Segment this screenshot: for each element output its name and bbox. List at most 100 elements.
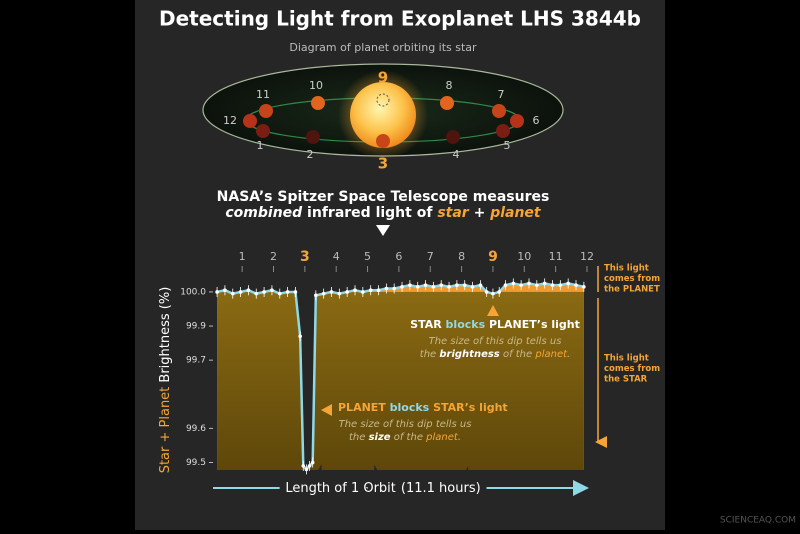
data-point: [238, 290, 243, 294]
x-tick-label: 1: [239, 250, 246, 263]
caption-part: +: [469, 205, 490, 221]
data-point: [484, 290, 489, 294]
annotation-part: STAR: [410, 318, 442, 331]
annotation-part: .: [567, 349, 570, 360]
data-point: [527, 281, 531, 286]
annotation-part: PLANET’s light: [489, 318, 580, 331]
x-tick-label: 6: [395, 250, 402, 263]
diagram-label: 2: [307, 148, 314, 161]
title: Detecting Light from Exoplanet LHS 3844b: [159, 7, 641, 31]
side-note: comes from: [604, 364, 660, 374]
y-tick-label: 99.7: [186, 356, 206, 366]
data-point: [277, 291, 282, 296]
data-point: [447, 285, 451, 289]
data-point: [439, 283, 444, 287]
annotation-text: The size of this dip tells us: [339, 419, 472, 430]
data-point: [293, 290, 298, 294]
data-point: [519, 283, 523, 287]
star-light-area: [217, 291, 584, 470]
diagram-label: 3: [378, 155, 388, 173]
data-point: [574, 283, 578, 287]
diagram-label: 6: [533, 114, 540, 127]
data-point: [462, 283, 467, 287]
caption: combined infrared light of star + planet: [225, 205, 542, 221]
svg-text:PLANET blocks STAR’s light: PLANET blocks STAR’s light: [338, 401, 508, 414]
data-point: [376, 288, 381, 293]
data-point: [223, 288, 227, 293]
data-point: [307, 464, 312, 468]
annotation-part: brightness: [439, 349, 499, 360]
x-tick-label: 12: [580, 250, 594, 263]
y-axis-label-part: Brightness (%): [158, 287, 173, 387]
diagram-label: 10: [309, 79, 323, 92]
caption-part: star: [437, 205, 469, 221]
data-point: [423, 283, 428, 287]
data-point: [310, 460, 315, 465]
x-axis-label: Length of 1 Orbit (11.1 hours): [285, 481, 480, 496]
annotation-part: of the: [500, 349, 536, 360]
caption-part: planet: [489, 205, 542, 221]
annotation-part: size: [369, 432, 391, 443]
side-note: comes from: [604, 274, 660, 284]
data-point: [304, 467, 309, 472]
diagram-label: 8: [446, 79, 453, 92]
diagram-label: 4: [453, 148, 460, 161]
annotation-part: .: [458, 432, 461, 443]
data-point: [415, 285, 420, 289]
data-point: [470, 285, 475, 289]
diagram-label: 11: [256, 88, 270, 101]
annotation: PLANET blocks STAR’s light The size of t…: [321, 401, 508, 443]
data-point: [478, 283, 483, 287]
data-point: [511, 281, 516, 286]
x-tick-label: 3: [300, 249, 310, 265]
x-tick-label: 11: [549, 250, 563, 263]
data-point: [558, 283, 563, 287]
diagram-label: 9: [378, 69, 388, 87]
annotation-part: the: [420, 349, 440, 360]
light-curve: [216, 282, 585, 472]
data-point: [408, 283, 412, 287]
data-point: [550, 283, 555, 287]
data-point: [337, 291, 342, 296]
x-tick-label: 8: [458, 250, 465, 263]
y-tick-label: 99.9: [186, 322, 206, 332]
data-point: [270, 288, 274, 293]
y-axis-label-part: Star + Planet: [158, 387, 173, 474]
annotation-part: of the: [391, 432, 427, 443]
data-point: [345, 290, 349, 294]
annotation-text: the brightness of the planet.: [420, 349, 570, 360]
data-point: [384, 286, 389, 291]
side-note: the PLANET: [604, 285, 660, 295]
data-point: [582, 285, 586, 289]
orbit-diagram: [202, 63, 564, 160]
caption-part: combined: [225, 205, 303, 221]
data-point: [361, 290, 365, 294]
data-point: [368, 288, 373, 293]
side-note: This light: [604, 354, 649, 364]
data-point: [329, 290, 334, 294]
annotation-part: blocks: [442, 318, 489, 331]
annotation-text: the size of the planet.: [349, 432, 461, 443]
svg-text:STAR blocks PLANET’s light: STAR blocks PLANET’s light: [410, 318, 580, 331]
annotation-part: the: [349, 432, 369, 443]
data-point: [246, 288, 251, 293]
data-point: [285, 290, 290, 294]
data-point: [314, 293, 318, 298]
data-point: [431, 285, 436, 289]
data-point: [542, 281, 547, 286]
diagram-label: 7: [498, 88, 505, 101]
x-tick-label: 5: [364, 250, 371, 263]
side-note: This light: [604, 264, 649, 274]
data-point: [254, 291, 259, 296]
y-tick-label: 99.6: [186, 424, 206, 434]
x-axis-label-part: Length of 1 Orbit: [285, 481, 396, 496]
watermark: SCIENCEAQ.COM: [720, 516, 796, 526]
data-point: [566, 281, 570, 286]
data-point: [400, 285, 404, 289]
x-tick-label: 10: [517, 250, 531, 263]
y-axis-label: Star + Planet Brightness (%): [158, 287, 173, 474]
x-tick-label: 9: [488, 249, 498, 265]
caption: NASA’s Spitzer Space Telescope measures: [217, 189, 550, 205]
data-point: [321, 291, 326, 296]
